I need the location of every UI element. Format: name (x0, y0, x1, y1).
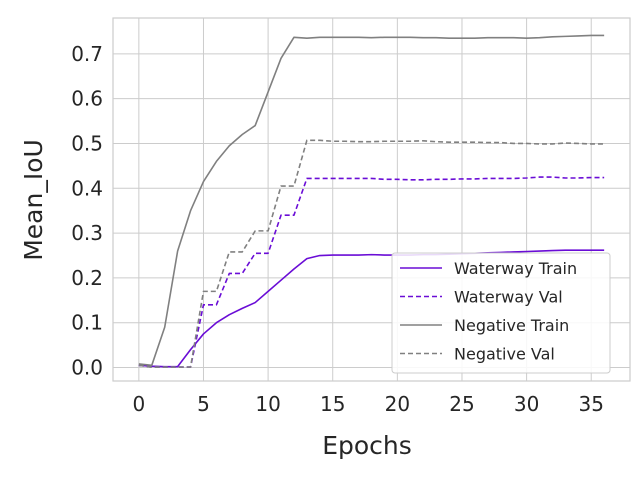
series-line-waterway-val (138, 176, 605, 368)
series-line-negative-val (138, 139, 605, 368)
y-tick-label: 0.5 (71, 131, 103, 155)
y-tick-label: 0.1 (71, 311, 103, 335)
x-tick-label: 15 (320, 392, 345, 416)
y-tick-label: 0.4 (71, 176, 103, 200)
x-axis-ticks: 0 5 10 15 20 25 30 35 (132, 392, 603, 416)
legend-label: Waterway Val (454, 288, 563, 307)
x-axis-label: Epochs (322, 431, 412, 460)
legend-label: Waterway Train (454, 259, 577, 278)
x-tick-label: 10 (255, 392, 280, 416)
x-tick-label: 5 (197, 392, 210, 416)
x-tick-label: 20 (385, 392, 410, 416)
y-tick-label: 0.7 (71, 42, 103, 66)
y-axis-label: Mean_IoU (19, 139, 48, 261)
series-line-negative-train (138, 34, 605, 367)
x-tick-label: 0 (132, 392, 145, 416)
y-tick-label: 0.2 (71, 266, 103, 290)
x-tick-label: 30 (514, 392, 539, 416)
legend: Waterway Train Waterway Val Negative Train… (391, 252, 611, 374)
legend-label: Negative Val (454, 345, 555, 364)
y-tick-label: 0.0 (71, 356, 103, 380)
series-lines (138, 34, 605, 368)
x-tick-label: 25 (449, 392, 474, 416)
y-axis-ticks: 0.0 0.1 0.2 0.3 0.4 0.5 0.6 0.7 (71, 42, 103, 380)
y-tick-label: 0.3 (71, 221, 103, 245)
legend-label: Negative Train (454, 316, 569, 335)
x-tick-label: 35 (578, 392, 603, 416)
legend-box (391, 252, 611, 374)
series-line-waterway-train (138, 249, 605, 368)
y-tick-label: 0.6 (71, 87, 103, 111)
